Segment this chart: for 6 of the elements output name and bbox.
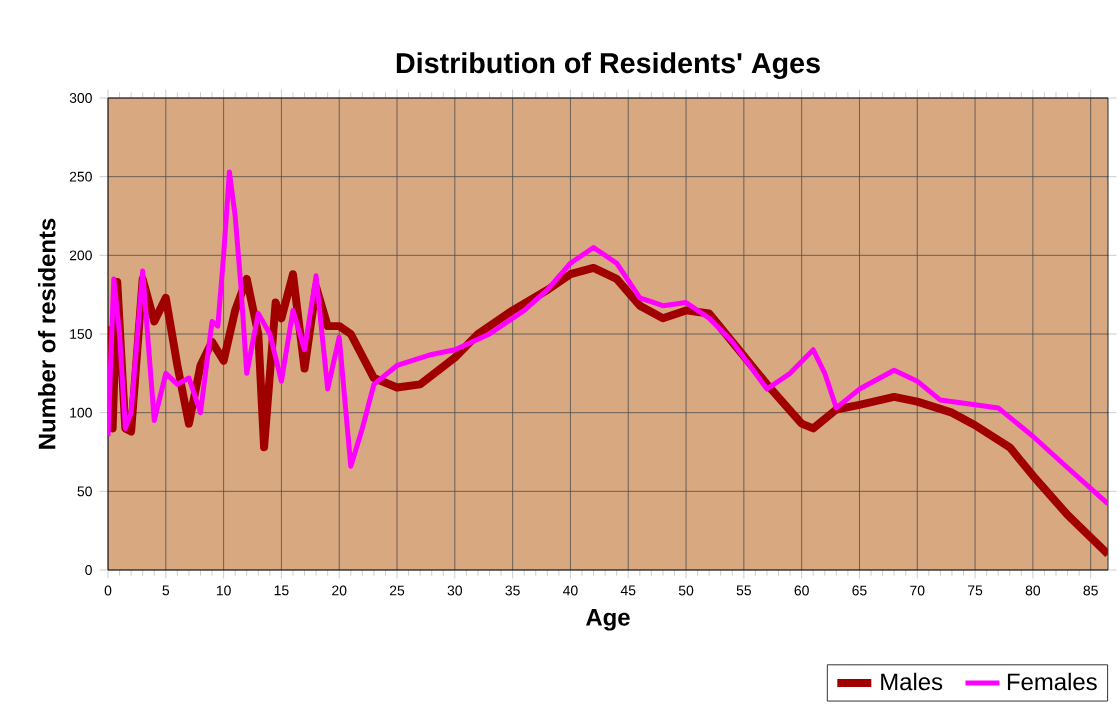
legend-label: Males (881, 672, 943, 691)
x-axis-title: Age (586, 609, 630, 631)
legend-label: Females (1007, 672, 1097, 691)
y-axis-title: Number of residents (37, 218, 56, 449)
chart-title: Distribution of Residents' Ages (396, 52, 820, 80)
line-series (108, 169, 1109, 507)
